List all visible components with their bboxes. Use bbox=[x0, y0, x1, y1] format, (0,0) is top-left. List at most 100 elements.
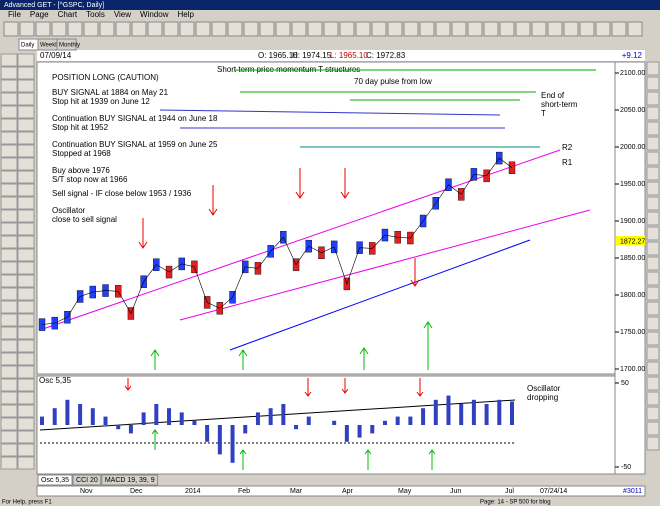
tool-button[interactable] bbox=[0, 274, 18, 288]
tab-label[interactable]: Weekly bbox=[40, 43, 60, 49]
toolbar-button[interactable] bbox=[147, 21, 163, 37]
toolbar-button[interactable] bbox=[371, 21, 387, 37]
toolbar-button[interactable] bbox=[611, 21, 627, 37]
tool-button[interactable] bbox=[0, 430, 18, 444]
tool-button[interactable] bbox=[17, 443, 35, 457]
tool-button[interactable] bbox=[646, 91, 660, 106]
tool-button[interactable] bbox=[17, 456, 35, 470]
tool-button[interactable] bbox=[17, 131, 35, 145]
toolbar-button[interactable] bbox=[579, 21, 595, 37]
tool-button[interactable] bbox=[646, 166, 660, 181]
tab-label[interactable]: Monthly bbox=[59, 43, 80, 49]
tool-button[interactable] bbox=[17, 118, 35, 132]
tab-label[interactable]: CCI 20 bbox=[76, 477, 98, 484]
tool-button[interactable] bbox=[646, 346, 660, 361]
tool-button[interactable] bbox=[0, 456, 18, 470]
tool-button[interactable] bbox=[17, 430, 35, 444]
tool-button[interactable] bbox=[17, 170, 35, 184]
menu-item[interactable]: Chart bbox=[58, 10, 78, 19]
toolbar-button[interactable] bbox=[547, 21, 563, 37]
tool-button[interactable] bbox=[17, 79, 35, 93]
tool-button[interactable] bbox=[0, 105, 18, 119]
tool-button[interactable] bbox=[17, 417, 35, 431]
tool-button[interactable] bbox=[17, 287, 35, 301]
toolbar-button[interactable] bbox=[419, 21, 435, 37]
tool-button[interactable] bbox=[0, 131, 18, 145]
tool-button[interactable] bbox=[646, 391, 660, 406]
tool-button[interactable] bbox=[646, 241, 660, 256]
menu-item[interactable]: File bbox=[8, 10, 21, 19]
tool-button[interactable] bbox=[646, 301, 660, 316]
tool-button[interactable] bbox=[646, 421, 660, 436]
tool-button[interactable] bbox=[0, 404, 18, 418]
tool-button[interactable] bbox=[0, 53, 18, 67]
tool-button[interactable] bbox=[17, 248, 35, 262]
tool-button[interactable] bbox=[0, 248, 18, 262]
tool-button[interactable] bbox=[17, 365, 35, 379]
tool-button[interactable] bbox=[17, 196, 35, 210]
tool-button[interactable] bbox=[17, 157, 35, 171]
toolbar-button[interactable] bbox=[259, 21, 275, 37]
toolbar-button[interactable] bbox=[627, 21, 643, 37]
menu-item[interactable]: Tools bbox=[86, 10, 105, 19]
toolbar-button[interactable] bbox=[355, 21, 371, 37]
tool-button[interactable] bbox=[0, 313, 18, 327]
tool-button[interactable] bbox=[646, 211, 660, 226]
tool-button[interactable] bbox=[0, 118, 18, 132]
tool-button[interactable] bbox=[0, 157, 18, 171]
toolbar-button[interactable] bbox=[339, 21, 355, 37]
menu-item[interactable]: Help bbox=[177, 10, 194, 19]
tool-button[interactable] bbox=[646, 361, 660, 376]
tab-label[interactable]: Daily bbox=[21, 43, 34, 49]
toolbar-button[interactable] bbox=[483, 21, 499, 37]
tool-button[interactable] bbox=[646, 136, 660, 151]
toolbar-button[interactable] bbox=[227, 21, 243, 37]
tool-button[interactable] bbox=[0, 443, 18, 457]
tool-button[interactable] bbox=[646, 436, 660, 451]
toolbar-button[interactable] bbox=[3, 21, 19, 37]
menu-item[interactable]: View bbox=[114, 10, 131, 19]
tool-button[interactable] bbox=[646, 181, 660, 196]
toolbar-button[interactable] bbox=[515, 21, 531, 37]
tool-button[interactable] bbox=[17, 391, 35, 405]
tool-button[interactable] bbox=[0, 365, 18, 379]
tool-button[interactable] bbox=[0, 300, 18, 314]
tool-button[interactable] bbox=[0, 391, 18, 405]
toolbar-button[interactable] bbox=[131, 21, 147, 37]
menu-item[interactable]: Page bbox=[30, 10, 49, 19]
tool-button[interactable] bbox=[0, 261, 18, 275]
tool-button[interactable] bbox=[17, 222, 35, 236]
tab[interactable] bbox=[101, 474, 159, 486]
toolbar-button[interactable] bbox=[563, 21, 579, 37]
tool-button[interactable] bbox=[0, 378, 18, 392]
toolbar-button[interactable] bbox=[531, 21, 547, 37]
toolbar-button[interactable] bbox=[195, 21, 211, 37]
tool-button[interactable] bbox=[646, 316, 660, 331]
tool-button[interactable] bbox=[17, 313, 35, 327]
toolbar-button[interactable] bbox=[499, 21, 515, 37]
toolbar-button[interactable] bbox=[595, 21, 611, 37]
tool-button[interactable] bbox=[17, 53, 35, 67]
tool-button[interactable] bbox=[0, 339, 18, 353]
toolbar-button[interactable] bbox=[51, 21, 67, 37]
toolbar-button[interactable] bbox=[35, 21, 51, 37]
tool-button[interactable] bbox=[0, 352, 18, 366]
tool-button[interactable] bbox=[0, 326, 18, 340]
tool-button[interactable] bbox=[0, 235, 18, 249]
tab[interactable] bbox=[72, 474, 102, 486]
tool-button[interactable] bbox=[0, 183, 18, 197]
toolbar-button[interactable] bbox=[83, 21, 99, 37]
tool-button[interactable] bbox=[646, 286, 660, 301]
tab-label[interactable]: MACD 19, 39, 9 bbox=[105, 477, 155, 484]
tool-button[interactable] bbox=[646, 196, 660, 211]
tool-button[interactable] bbox=[0, 222, 18, 236]
tool-button[interactable] bbox=[0, 170, 18, 184]
tool-button[interactable] bbox=[646, 376, 660, 391]
toolbar-button[interactable] bbox=[179, 21, 195, 37]
toolbar-button[interactable] bbox=[387, 21, 403, 37]
tool-button[interactable] bbox=[646, 121, 660, 136]
tool-button[interactable] bbox=[17, 339, 35, 353]
tool-button[interactable] bbox=[17, 105, 35, 119]
tool-button[interactable] bbox=[646, 226, 660, 241]
toolbar-button[interactable] bbox=[115, 21, 131, 37]
